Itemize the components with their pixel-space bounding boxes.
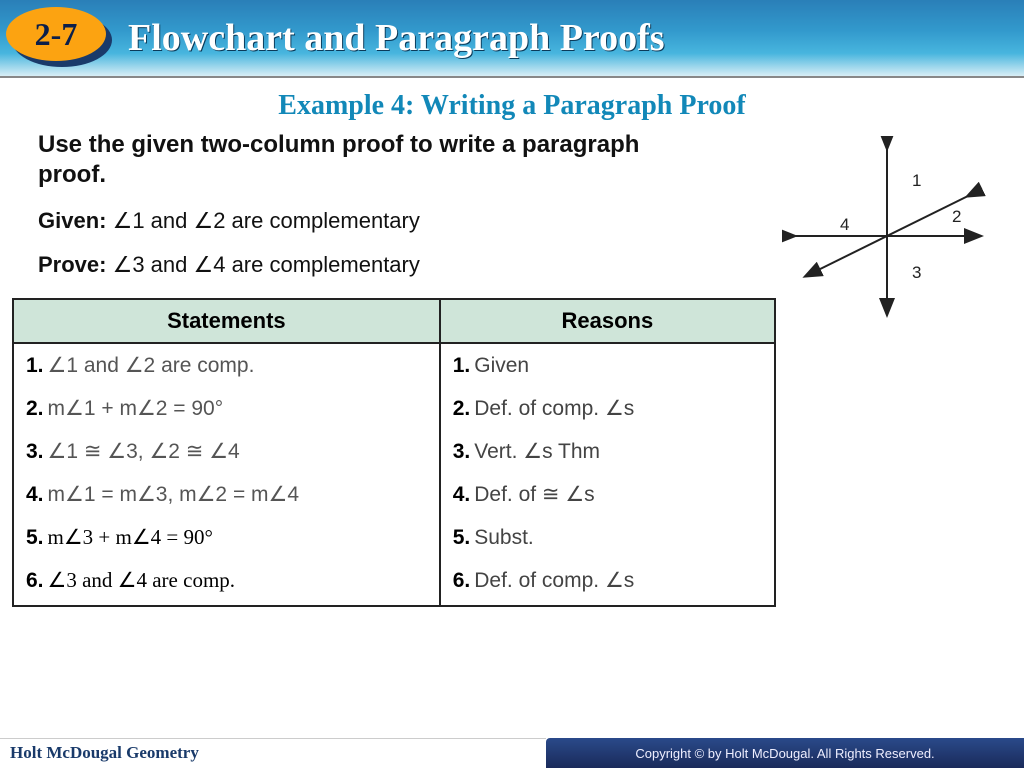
given-text: ∠1 and ∠2 are complementary [113, 208, 420, 233]
footer-right: Copyright © by Holt McDougal. All Rights… [546, 738, 1024, 768]
footer-left: Holt McDougal Geometry [0, 738, 546, 768]
proof-table: Statements Reasons 1.∠1 and ∠2 are comp.… [12, 298, 776, 607]
lesson-badge: 2-7 [6, 7, 114, 69]
instruction-text: Use the given two-column proof to write … [38, 130, 678, 190]
lesson-number: 2-7 [35, 16, 78, 53]
table-row: 1.∠1 and ∠2 are comp. 1.Given [13, 343, 775, 387]
diagram-label-2: 2 [952, 207, 961, 226]
header-title: Flowchart and Paragraph Proofs [128, 16, 665, 60]
diagram-label-1: 1 [912, 171, 921, 190]
prove-label: Prove: [38, 252, 106, 277]
example-title: Example 4: Writing a Paragraph Proof [38, 90, 986, 122]
col-header-statements: Statements [13, 299, 440, 343]
diagram-label-4: 4 [840, 215, 849, 234]
slide-content: Example 4: Writing a Paragraph Proof Use… [0, 78, 1024, 607]
diagram-label-3: 3 [912, 263, 921, 282]
problem-block: Use the given two-column proof to write … [38, 130, 986, 278]
table-row: 5.m∠3 + m∠4 = 90° 5.Subst. [13, 516, 775, 559]
col-header-reasons: Reasons [440, 299, 775, 343]
table-row: 2.m∠1 + m∠2 = 90° 2.Def. of comp. ∠s [13, 387, 775, 430]
header-bar: 2-7 Flowchart and Paragraph Proofs [0, 0, 1024, 78]
table-row: 3.∠1 ≅ ∠3, ∠2 ≅ ∠4 3.Vert. ∠s Thm [13, 430, 775, 473]
prove-text: ∠3 and ∠4 are complementary [113, 252, 420, 277]
angle-diagram: 1 2 3 4 [782, 136, 992, 326]
table-row: 4.m∠1 = m∠3, m∠2 = m∠4 4.Def. of ≅ ∠s [13, 473, 775, 516]
table-row: 6.∠3 and ∠4 are comp. 6.Def. of comp. ∠s [13, 559, 775, 606]
footer-bar: Holt McDougal Geometry Copyright © by Ho… [0, 738, 1024, 768]
proof-rows: 1.∠1 and ∠2 are comp. 1.Given 2.m∠1 + m∠… [13, 343, 775, 606]
given-label: Given: [38, 208, 106, 233]
